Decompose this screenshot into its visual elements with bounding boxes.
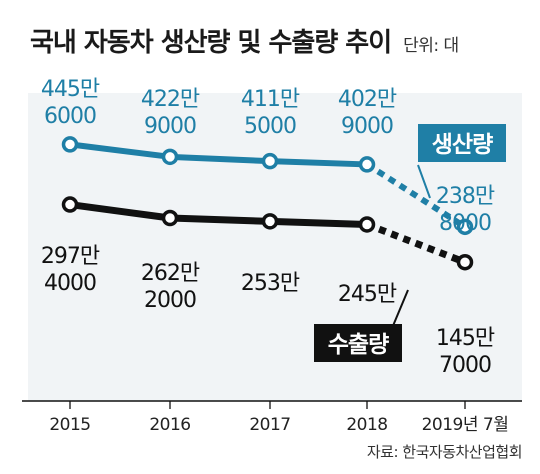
title-bar: 국내 자동차 생산량 및 수출량 추이 단위: 대	[0, 0, 540, 66]
series-1-data-label-1: 262만	[141, 261, 200, 286]
series-1-data-label-3: 245만	[338, 282, 397, 307]
series-0-data-label-1: 422만	[141, 87, 200, 112]
series-0-point-0	[61, 136, 79, 153]
series-1-data-label-4: 145만	[436, 326, 495, 351]
series-1-data-label-1-b: 2000	[144, 288, 196, 313]
series-0-data-label-4-b: 8000	[439, 211, 491, 236]
series-0-point-4	[456, 218, 474, 236]
series-1-data-label-0: 297만	[41, 244, 100, 269]
series-0-data-label-0: 445만	[41, 77, 100, 102]
x-tick-label-2: 2017	[249, 415, 290, 435]
series-0-data-label-4: 238만	[436, 184, 495, 209]
series-0-callout-label: 생산량	[432, 132, 493, 158]
series-1-point-1	[161, 209, 179, 227]
x-tick-label-1: 2016	[149, 415, 190, 435]
chart-title: 국내 자동차 생산량 및 수출량 추이	[30, 28, 392, 58]
series-0-data-label-0-b: 6000	[44, 104, 96, 129]
x-tick-label-3: 2018	[346, 415, 387, 435]
series-1-point-2	[261, 213, 279, 230]
series-1-data-label-2: 253만	[241, 271, 300, 296]
series-0-point-3	[358, 156, 376, 173]
unit-label: 단위: 대	[403, 36, 459, 56]
series-1-data-label-0-b: 4000	[44, 271, 96, 296]
series-1-line	[69, 201, 368, 228]
source-note: 자료: 한국자동차산업협회	[366, 443, 523, 461]
series-1-data-label-4-b: 7000	[439, 353, 491, 378]
series-0-point-2	[261, 152, 279, 170]
series-0-data-label-2: 411만	[241, 87, 300, 112]
series-1-callout-label: 수출량	[328, 332, 389, 358]
series-0-line	[69, 141, 368, 168]
x-tick-label-4: 2019년 7월	[422, 415, 509, 435]
series-0-projection	[365, 161, 467, 230]
series-1-callout-box	[314, 324, 402, 362]
series-0-data-label-3-b: 9000	[341, 114, 393, 139]
series-1-point-4	[456, 253, 474, 271]
series-0-callout-pointer	[417, 164, 431, 199]
series-1-point-3	[358, 216, 376, 233]
series-1-projection	[365, 221, 467, 266]
series-0-point-1	[161, 148, 179, 166]
series-0-data-label-1-b: 9000	[144, 114, 196, 139]
x-tick-label-0: 2015	[49, 415, 90, 435]
series-0-callout-box	[418, 124, 506, 162]
series-1-point-0	[61, 196, 79, 213]
series-0-data-label-2-b: 5000	[244, 114, 296, 139]
series-0-data-label-3: 402만	[338, 87, 397, 112]
